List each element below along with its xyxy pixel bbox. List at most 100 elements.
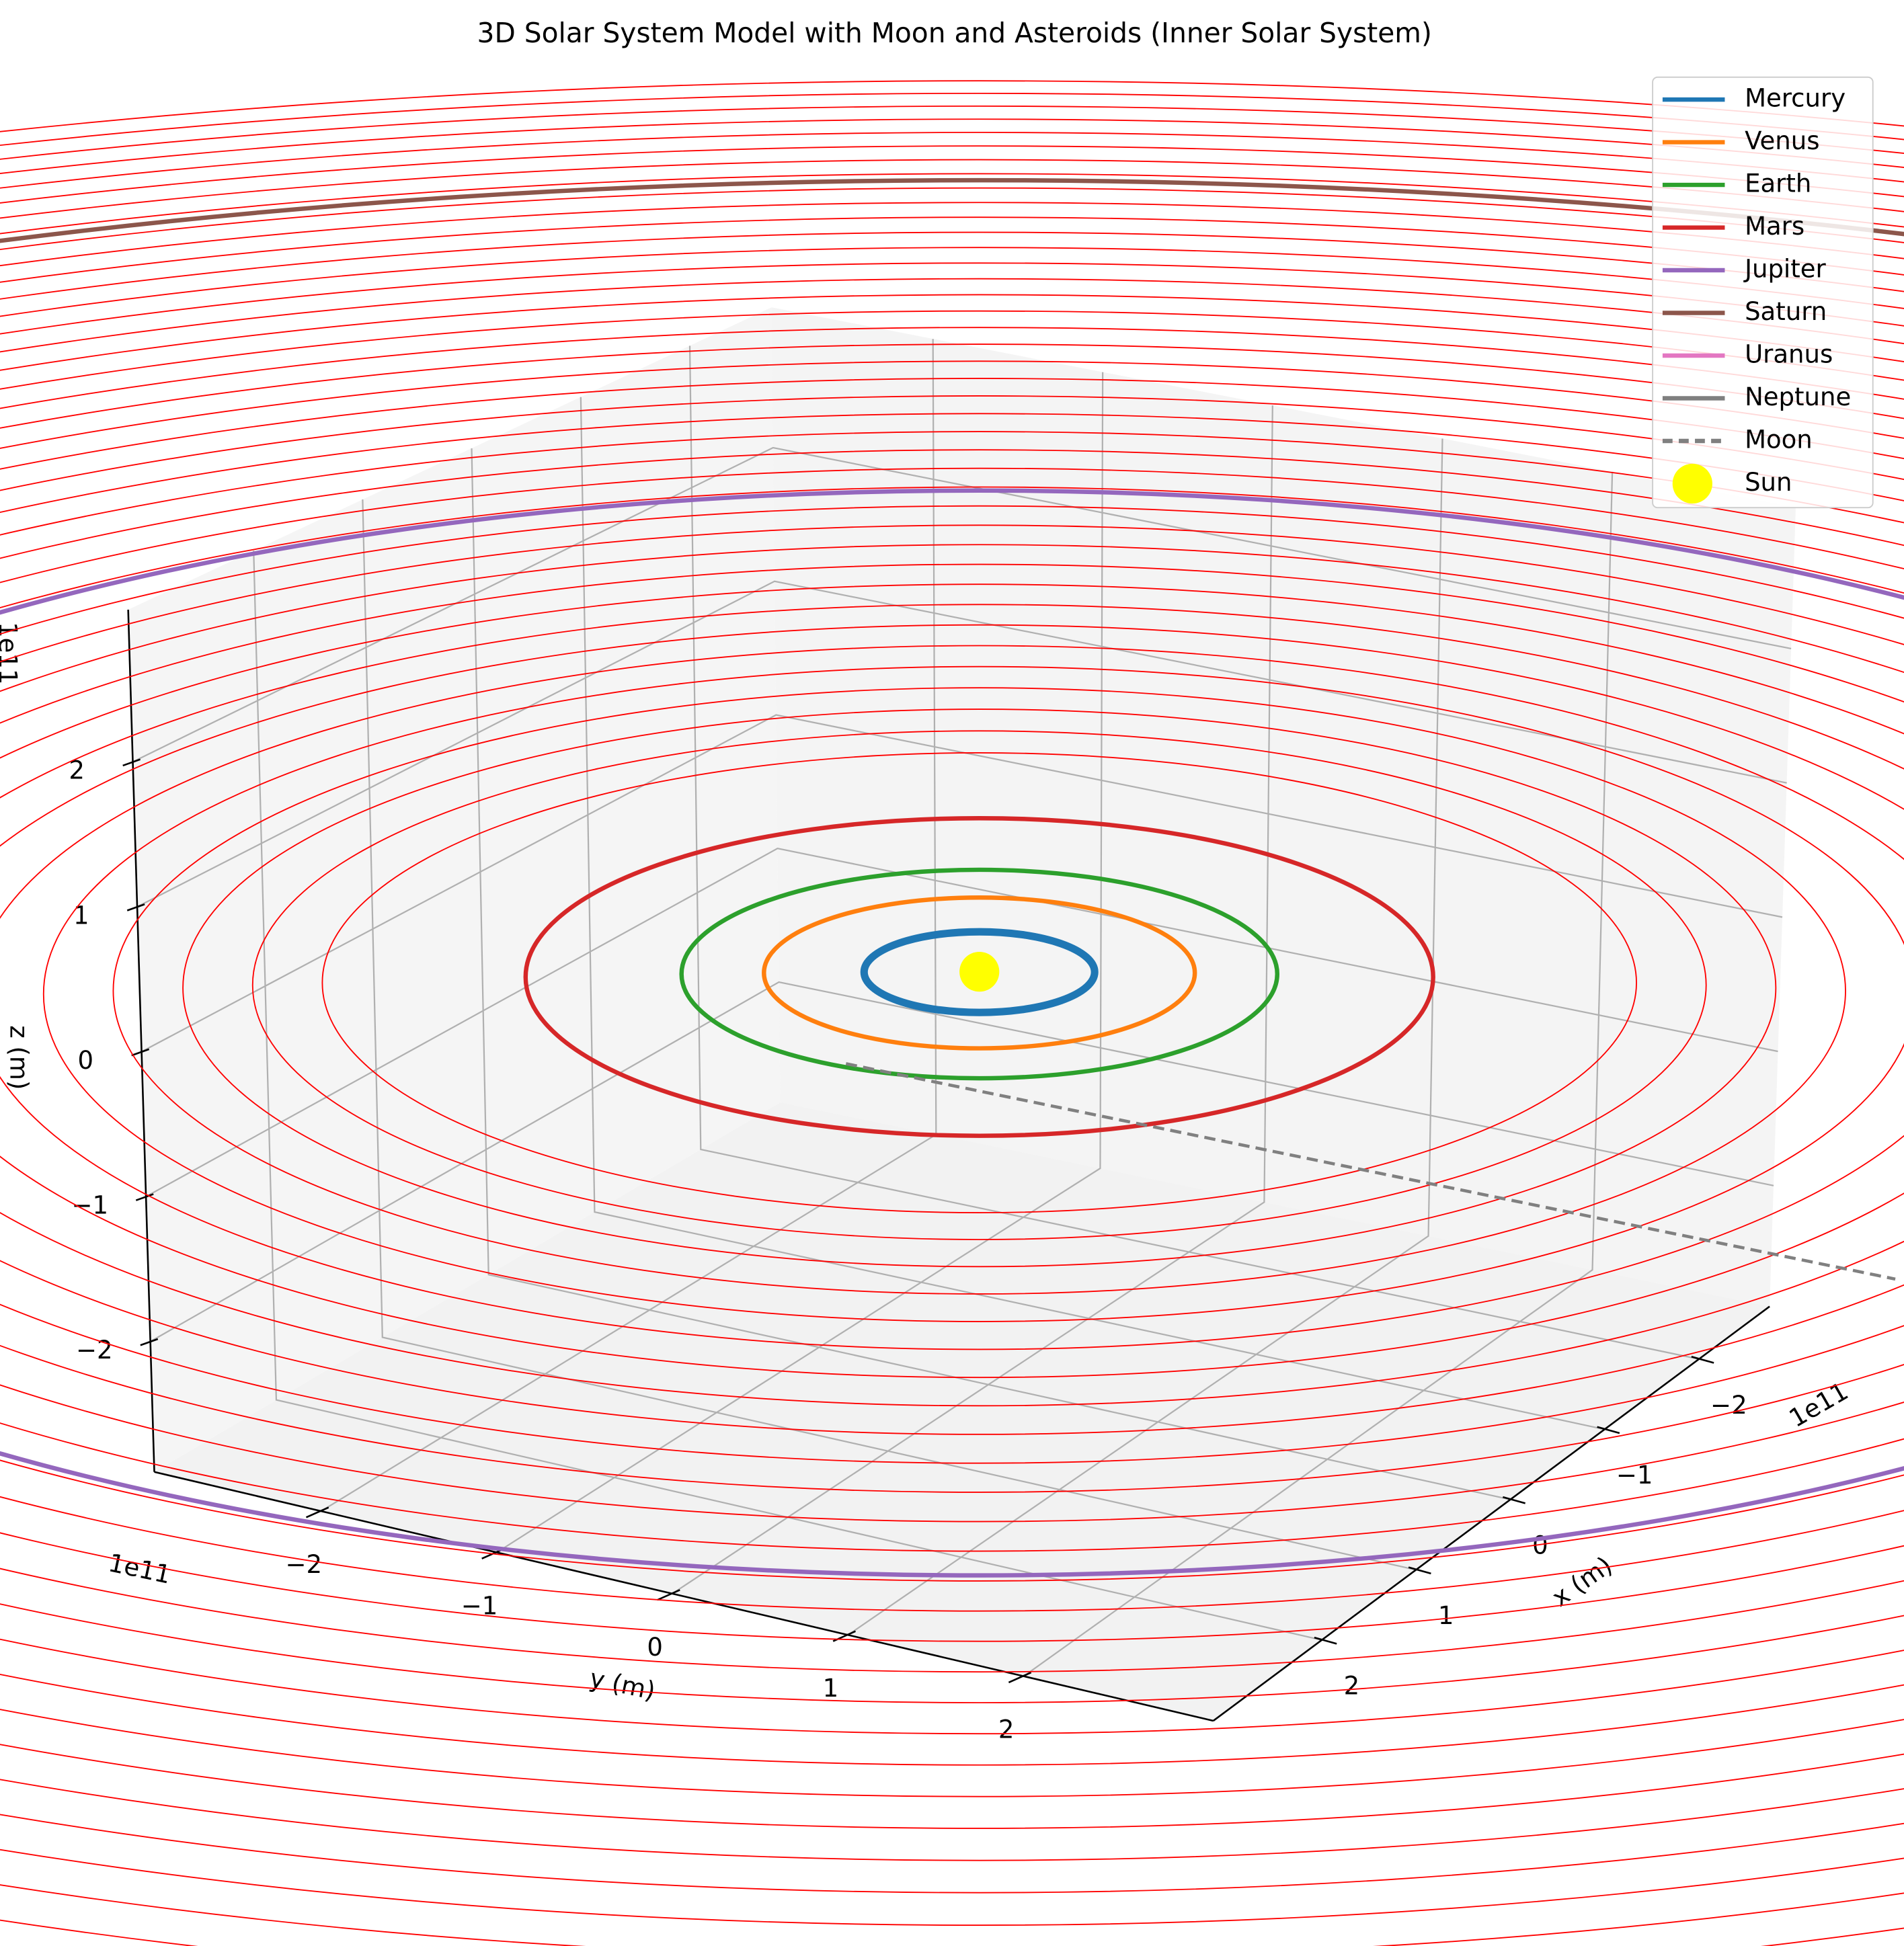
- asteroid-orbit: [0, 93, 1904, 147]
- asteroid-orbit: [0, 360, 1904, 1797]
- asteroid-orbit: [0, 106, 1904, 161]
- legend-label: Mercury: [1745, 84, 1846, 113]
- legend-marker: [1672, 463, 1712, 504]
- x-tick: [1691, 1355, 1714, 1364]
- orbit: [0, 178, 1904, 243]
- asteroid-orbit: [0, 311, 1904, 1894]
- z-tick-label: 2: [69, 756, 85, 785]
- grid-line: [688, 346, 1700, 1360]
- asteroid-orbit: [0, 505, 1904, 1552]
- asteroid-orbit: [0, 544, 1904, 1493]
- legend-label: Moon: [1745, 425, 1813, 454]
- z-tick: [126, 903, 145, 911]
- asteroid-orbit: [0, 624, 1904, 1378]
- y-tick-label: 0: [647, 1633, 663, 1662]
- y-tick: [305, 1506, 329, 1518]
- asteroid-orbit: [0, 524, 1904, 1523]
- asteroid-orbit: [0, 583, 1904, 1435]
- y-tick-label: 1: [823, 1674, 839, 1703]
- y-tick: [657, 1589, 680, 1601]
- y-tick: [1008, 1671, 1032, 1684]
- asteroid-orbit: [0, 159, 1904, 219]
- x-tick: [1597, 1426, 1620, 1434]
- y-tick-label: 2: [998, 1715, 1015, 1744]
- asteroid-orbit: [0, 132, 1904, 189]
- grid-line: [253, 551, 1322, 1641]
- asteroid-orbit: [0, 343, 1904, 1829]
- moon-path: [845, 1062, 1896, 1281]
- asteroid-orbit: [0, 278, 1904, 1946]
- asteroid-orbit: [0, 378, 1904, 1766]
- z-tick-label: −1: [72, 1190, 109, 1219]
- asteroid-orbit: [0, 449, 1904, 1642]
- legend-label: Jupiter: [1743, 255, 1826, 284]
- asteroid-orbit: [0, 247, 1904, 317]
- y-axis: [154, 1471, 1214, 1722]
- z-tick: [131, 1048, 150, 1057]
- z-tick: [135, 1193, 154, 1201]
- z-tick-label: 0: [78, 1046, 94, 1075]
- asteroid-orbit: [0, 294, 1904, 1926]
- asteroid-orbit: [0, 395, 1904, 1734]
- asteroid-orbit: [0, 327, 1904, 1861]
- orbit: [679, 867, 1280, 1081]
- asteroid-orbit: [0, 202, 1904, 267]
- asteroid-orbit: [0, 563, 1904, 1464]
- x-tick-label: 1: [1438, 1601, 1454, 1630]
- legend: Mercury Venus Earth Mars Jupiter Saturn Uranus…: [1652, 76, 1874, 509]
- asteroid-orbit: [0, 145, 1904, 204]
- orbit: [0, 488, 1904, 1578]
- asteroid-orbit: [0, 188, 1904, 251]
- chart-title: 3D Solar System Model with Moon and Aste…: [477, 17, 1432, 49]
- grid-line: [362, 499, 1417, 1571]
- grid-line: [150, 981, 1774, 1342]
- legend-label: Sun: [1745, 468, 1792, 497]
- grid: [132, 339, 1792, 1677]
- z-tick-label: −2: [76, 1336, 113, 1365]
- asteroid-orbit: [0, 604, 1904, 1407]
- asteroid-orbit: [321, 752, 1637, 1214]
- asteroid-orbit: [251, 730, 1707, 1240]
- asteroid-orbit: [43, 665, 1904, 1322]
- asteroid-orbit: [0, 486, 1904, 1582]
- legend-label: Earth: [1745, 169, 1811, 198]
- pane-right: [771, 307, 1796, 1307]
- asteroid-orbit: [0, 467, 1904, 1612]
- z-tick-label: 1: [73, 901, 89, 930]
- grid-line: [141, 714, 1783, 1053]
- grid-line: [1023, 471, 1614, 1677]
- sun: [959, 952, 1000, 992]
- asteroid-orbit: [112, 687, 1846, 1295]
- legend-label: Saturn: [1745, 297, 1827, 326]
- x-tick-label: 2: [1344, 1672, 1360, 1701]
- y-tick-label: −2: [285, 1550, 322, 1579]
- z-axis-label: z (m): [4, 1025, 33, 1090]
- orbit: [523, 815, 1435, 1138]
- asteroid-orbit: [0, 431, 1904, 1672]
- legend-label: Venus: [1745, 126, 1819, 155]
- x-tick: [1314, 1636, 1337, 1645]
- asteroid-orbit: [0, 118, 1904, 175]
- grid-line: [672, 405, 1273, 1594]
- asteroid-orbit: [0, 80, 1904, 133]
- grid-line: [847, 438, 1443, 1636]
- asteroid-orbit: [182, 708, 1777, 1268]
- asteroid-orbit: [0, 645, 1904, 1350]
- grid-line: [471, 448, 1511, 1500]
- asteroid-orbit: [0, 216, 1904, 283]
- grid-line: [580, 397, 1605, 1430]
- legend-label: Uranus: [1745, 340, 1833, 369]
- orbit: [860, 928, 1099, 1016]
- grid-line: [136, 580, 1787, 908]
- z-axis: [127, 609, 155, 1472]
- asteroid-orbit: [0, 413, 1904, 1703]
- grid-line: [132, 446, 1792, 763]
- legend-label: Mars: [1745, 212, 1804, 241]
- legend-label: Neptune: [1745, 382, 1851, 411]
- z-tick: [140, 1338, 159, 1346]
- asteroid-orbit: [0, 262, 1904, 1946]
- pane-left: [128, 307, 781, 1472]
